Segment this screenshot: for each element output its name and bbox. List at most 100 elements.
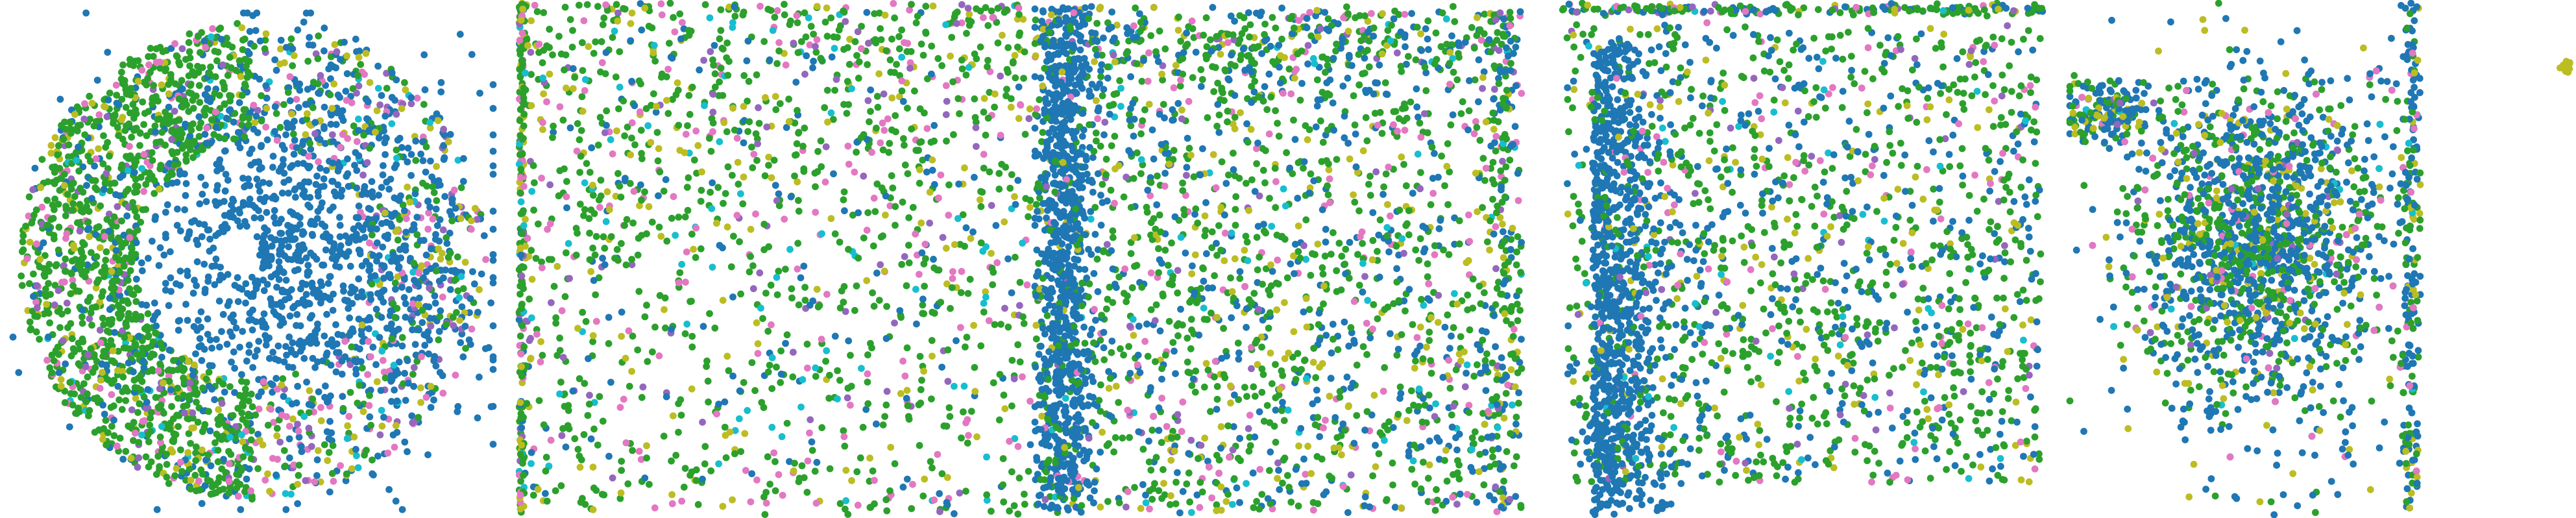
data-point xyxy=(719,92,727,99)
data-point xyxy=(489,251,497,258)
data-point xyxy=(297,347,304,355)
data-point xyxy=(155,404,163,412)
data-point xyxy=(519,90,527,97)
data-point xyxy=(285,364,293,371)
data-point xyxy=(614,169,622,177)
data-point xyxy=(215,377,223,385)
data-point xyxy=(43,301,50,308)
data-point xyxy=(864,400,872,408)
data-point xyxy=(773,273,781,281)
data-point xyxy=(639,383,647,391)
data-point xyxy=(539,119,546,127)
data-point xyxy=(422,168,430,176)
data-point xyxy=(758,399,766,406)
data-point xyxy=(206,362,213,369)
data-point xyxy=(762,93,769,101)
data-point xyxy=(313,456,321,463)
data-point xyxy=(294,160,302,167)
data-point xyxy=(744,37,752,45)
data-point xyxy=(799,376,807,384)
data-point xyxy=(199,190,206,198)
data-point xyxy=(597,177,605,184)
data-point xyxy=(954,95,962,103)
data-point xyxy=(391,386,398,394)
data-point xyxy=(410,382,417,390)
data-point xyxy=(898,26,905,34)
data-point xyxy=(81,100,88,108)
data-point xyxy=(267,406,274,413)
data-point xyxy=(202,181,209,189)
data-point xyxy=(626,180,634,188)
data-point xyxy=(231,282,239,289)
data-point xyxy=(992,222,1000,229)
data-point xyxy=(474,308,481,316)
data-point xyxy=(708,115,716,122)
data-point xyxy=(125,359,132,367)
data-point xyxy=(254,430,261,438)
data-point xyxy=(204,85,212,93)
data-point xyxy=(668,325,675,333)
data-point xyxy=(888,172,895,180)
data-point xyxy=(574,120,581,127)
data-point xyxy=(306,34,313,41)
data-point xyxy=(148,149,156,156)
data-point xyxy=(783,331,791,339)
data-point xyxy=(650,49,657,56)
data-point xyxy=(224,177,232,184)
data-point xyxy=(755,104,762,112)
data-point xyxy=(855,254,862,262)
data-point xyxy=(202,140,210,147)
data-point xyxy=(441,193,449,201)
data-point xyxy=(411,341,419,348)
data-point xyxy=(182,301,189,308)
data-point xyxy=(609,474,616,482)
data-point xyxy=(286,97,294,105)
data-point xyxy=(343,173,350,180)
data-point xyxy=(69,206,77,214)
data-point xyxy=(317,278,324,286)
data-point xyxy=(239,175,247,182)
data-point xyxy=(190,323,198,330)
data-point xyxy=(234,298,242,305)
data-point xyxy=(516,132,524,140)
data-point xyxy=(282,462,289,470)
data-point xyxy=(218,465,226,473)
data-point xyxy=(622,439,630,447)
data-point xyxy=(1012,201,1019,208)
data-point xyxy=(230,118,237,126)
data-point xyxy=(937,299,945,306)
data-point xyxy=(562,51,570,58)
data-point xyxy=(334,92,342,99)
data-point xyxy=(668,500,676,508)
data-point xyxy=(247,71,254,79)
data-point xyxy=(369,456,376,463)
data-point xyxy=(847,352,854,359)
data-point xyxy=(858,134,865,142)
data-point xyxy=(953,8,961,16)
data-point xyxy=(246,150,254,157)
data-point xyxy=(97,376,104,384)
data-point xyxy=(398,342,406,350)
data-point xyxy=(407,316,415,324)
data-point xyxy=(1155,245,1162,253)
data-point xyxy=(171,40,178,47)
data-point xyxy=(518,363,525,371)
data-point xyxy=(873,93,881,100)
data-point xyxy=(207,63,214,71)
data-point xyxy=(798,462,806,469)
data-point xyxy=(169,150,176,158)
data-point xyxy=(552,314,560,321)
data-point xyxy=(875,70,883,78)
data-point xyxy=(111,328,119,336)
data-point xyxy=(380,275,387,282)
data-point xyxy=(283,413,290,421)
data-point xyxy=(489,207,497,215)
data-point xyxy=(840,101,847,108)
data-point xyxy=(971,173,978,181)
data-point xyxy=(382,112,389,120)
data-point xyxy=(208,386,215,393)
data-point xyxy=(287,286,295,293)
data-point xyxy=(247,455,255,462)
data-point xyxy=(122,384,130,391)
data-point xyxy=(225,41,232,49)
